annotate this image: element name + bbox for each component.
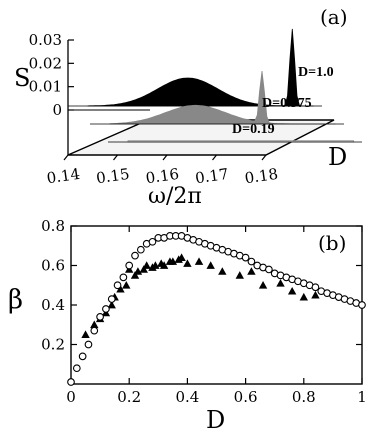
panel-a-z-label: D [328, 143, 347, 171]
circle-point [108, 296, 115, 303]
panel-b-x-label: D [206, 406, 225, 434]
panel-a-y-ticks: 0 0.01 0.02 0.03 [29, 31, 74, 119]
panel-a-x-tick [114, 155, 118, 160]
circle-point [138, 246, 145, 253]
panel-a-y-tick-label: 0.03 [29, 31, 62, 49]
panel-a-x-tick [64, 155, 68, 160]
panel-a-y-tick-label: 0.01 [29, 78, 62, 96]
triangle-point [288, 287, 296, 295]
circle-point [103, 306, 110, 313]
panel-a-series-label: D=1.0 [298, 65, 334, 80]
panel-b-y-tick-label: 0.6 [41, 257, 65, 275]
panel-b-x-tick-label: 0.6 [234, 388, 258, 406]
panel-b-panel-label: (b) [318, 231, 346, 255]
circle-point [132, 252, 139, 259]
panel-a-x-label: ω/2π [148, 184, 202, 209]
triangle-point [81, 330, 89, 338]
triangle-point [142, 261, 150, 269]
panel-b-x-tick-label: 0.2 [117, 388, 141, 406]
circle-point [242, 254, 249, 261]
triangle-point [236, 271, 244, 279]
circle-point [97, 314, 104, 321]
panel-a-y-tick-label: 0 [52, 101, 62, 119]
panel-b-x-tick-label: 0.8 [292, 388, 316, 406]
circle-point [85, 341, 92, 348]
triangle-point [300, 293, 308, 301]
circle-point [79, 353, 86, 360]
circle-point [114, 282, 121, 289]
circle-point [68, 379, 75, 386]
panel-a-series-label: D=0.19 [232, 122, 275, 137]
panel-a-x-tick-label: 0.15 [95, 165, 131, 187]
circle-point [312, 284, 319, 291]
panel-a-x-tick-label: 0.18 [244, 165, 280, 187]
circle-point [359, 302, 366, 309]
triangle-point [122, 281, 130, 289]
panel-a-label: (a) [320, 5, 348, 29]
panel-a-x-ticks: 0.14 0.15 0.16 0.17 0.18 [46, 155, 280, 187]
panel-a-y-tick-label: 0.02 [29, 54, 62, 72]
panel-a-x-tick [163, 155, 167, 160]
panel-a-x-tick [262, 155, 266, 160]
panel-b-y-tick-label: 0.8 [41, 217, 65, 235]
circle-point [120, 274, 127, 281]
panel-b-x-tick-label: 0 [66, 388, 76, 406]
circle-point [266, 266, 273, 273]
panel-a-spectrum [88, 29, 314, 106]
panel-b-x-tick-label: 0.4 [175, 388, 199, 406]
triangle-point [206, 261, 214, 269]
panel-b-y-tick-label: 0.2 [41, 336, 65, 354]
circle-point [126, 262, 133, 269]
circle-point [149, 239, 156, 246]
panel-b-points [68, 233, 366, 386]
circle-point [74, 365, 81, 372]
circle-point [248, 258, 255, 265]
panel-a-x-tick [213, 155, 217, 160]
panel-a-x-tick-label: 0.14 [46, 165, 82, 187]
panel-b: 0 0.2 0.4 0.6 0.8 1 0.2 0.4 0.6 0.8 (b) β D [8, 217, 367, 434]
panel-b-y-label: β [8, 285, 23, 315]
panel-a-y-label: S [14, 64, 30, 92]
panel-a-series-label: D=0.375 [262, 96, 312, 111]
panel-b-y-tick-label: 0.4 [41, 296, 65, 314]
panel-a: 00.010.020.03 0.14 0.15 0.16 0.17 0.18 S ω/2… [14, 5, 362, 209]
circle-point [91, 327, 98, 334]
panel-a-floor [68, 120, 334, 155]
triangle-point [195, 257, 203, 265]
panel-b-x-tick-label: 1 [357, 388, 367, 406]
triangle-point [247, 267, 255, 275]
triangle-point [276, 279, 284, 287]
triangle-point [218, 267, 226, 275]
triangle-point [259, 281, 267, 289]
